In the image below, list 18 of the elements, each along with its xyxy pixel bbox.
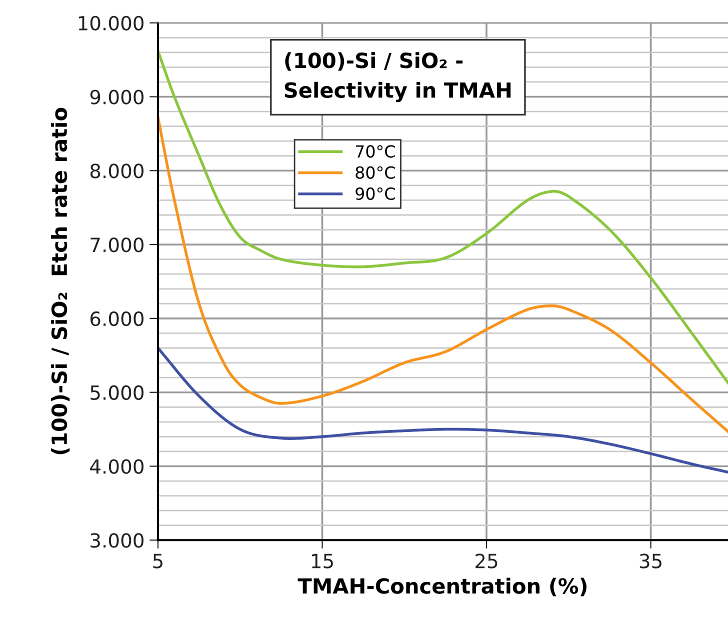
y-tick-label: 5.000: [90, 385, 144, 400]
x-tick-label: 35: [640, 554, 662, 568]
y-tick-label: 4.000: [90, 459, 144, 474]
y-tick-label: 7.000: [90, 238, 144, 252]
y-tick-label: 8.000: [90, 164, 144, 178]
legend-label: 90°C: [356, 187, 395, 200]
text: (100)-Si / SiO₂ - Selectivity in TMAH: [284, 52, 511, 102]
y-axis-title: (100)-Si / SiO₂ Etch rate ratio: [51, 108, 70, 454]
y-tick-label: 3.000: [90, 533, 144, 548]
x-tick-label: 15: [312, 554, 333, 568]
x-axis-title: TMAH-Concentration (%): [298, 578, 586, 596]
x-tick-label: 5: [153, 554, 162, 568]
legend-label: 80°C: [356, 166, 395, 179]
y-tick-label: 6.000: [90, 311, 144, 326]
y-tick-label: 10.000: [78, 16, 144, 31]
y-tick-label: 9.000: [90, 90, 144, 104]
x-tick-label: 25: [476, 554, 498, 568]
legend-label: 70°C: [356, 145, 395, 158]
